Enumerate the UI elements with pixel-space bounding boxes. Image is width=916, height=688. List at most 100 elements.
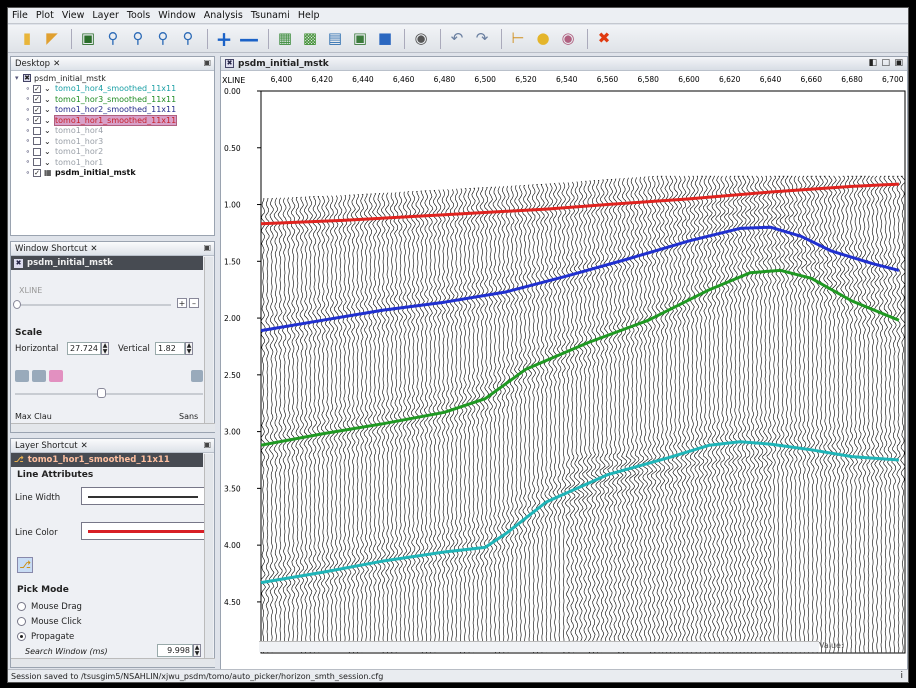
horizontal-scale-input[interactable]: 27.724	[67, 342, 101, 355]
close-icon[interactable]: ✖	[597, 29, 611, 47]
layer-tree-item[interactable]: ⚬ ✓ ⌄ tomo1_hor3_smoothed_11x11	[15, 94, 214, 105]
horizon-line-2[interactable]	[260, 225, 900, 333]
menu-analysis[interactable]: Analysis	[203, 10, 243, 21]
horizontal-scrollbar[interactable]	[11, 423, 215, 432]
visibility-checkbox[interactable]	[33, 137, 41, 146]
settings-icon[interactable]	[191, 370, 203, 382]
redo-icon[interactable]: ↷	[475, 29, 489, 47]
vertical-spinner[interactable]: ▲ ▼	[185, 342, 193, 355]
visibility-checkbox[interactable]: ✓	[33, 95, 41, 104]
menu-tools[interactable]: Tools	[126, 10, 151, 21]
close-tab-icon[interactable]: ✕	[90, 243, 98, 254]
map-icon[interactable]: ■	[377, 29, 393, 47]
line-width-selector[interactable]	[81, 487, 207, 505]
layer-tree-item[interactable]: ⚬ ✓ ⌄ tomo1_hor1_smoothed_11x11	[15, 114, 214, 126]
vertical-scrollbar[interactable]	[204, 454, 213, 658]
expand-icon[interactable]: ⚬	[25, 168, 31, 177]
visibility-checkbox[interactable]	[33, 158, 41, 167]
open-folder-icon[interactable]: ▮	[22, 29, 32, 47]
maximize-icon[interactable]: □	[881, 58, 890, 68]
line-plot-icon[interactable]: ▤	[327, 29, 343, 47]
search-window-spinner[interactable]: ▲ ▼	[193, 644, 201, 657]
close-tab-icon[interactable]: ✕	[53, 58, 61, 69]
disc-icon[interactable]: ◉	[561, 29, 575, 47]
layer-tree-item[interactable]: ⚬ ✓ ▦ psdm_initial_mstk	[15, 168, 214, 179]
zoom-reset-icon[interactable]: ⚲	[182, 29, 194, 47]
image-icon[interactable]: ▣	[352, 29, 368, 47]
expand-icon[interactable]: ⚬	[25, 116, 31, 125]
zoom-fit-icon[interactable]: ▣	[80, 29, 96, 47]
expand-icon[interactable]: ⚬	[25, 147, 31, 156]
collapse-icon[interactable]: ▾	[15, 74, 19, 83]
expand-icon[interactable]: ⚬	[25, 84, 31, 93]
expand-icon[interactable]: ⚬	[25, 137, 31, 146]
bar-chart-icon[interactable]: ▩	[302, 29, 318, 47]
picker-tool-icon[interactable]: ⎇	[17, 557, 33, 573]
menu-tsunami[interactable]: Tsunami	[250, 10, 290, 21]
slider-thumb[interactable]	[13, 300, 21, 309]
xline-increment-button[interactable]: +	[177, 298, 187, 308]
visibility-checkbox[interactable]: ✓	[33, 105, 41, 114]
menu-plot[interactable]: Plot	[35, 10, 54, 21]
menu-file[interactable]: File	[12, 10, 28, 21]
xline-decrement-button[interactable]: –	[189, 298, 199, 308]
layer-tree-item[interactable]: ⚬ ⌄ tomo1_hor1	[15, 157, 214, 168]
close-tab-icon[interactable]: ✕	[80, 440, 88, 451]
menu-help[interactable]: Help	[297, 10, 320, 21]
horizon-line-1[interactable]	[260, 182, 899, 226]
minimize-icon[interactable]: ▣	[203, 58, 211, 67]
vertical-scale-input[interactable]: 1.82	[155, 342, 185, 355]
layer-tree-item[interactable]: ⚬ ⌄ tomo1_hor3	[15, 136, 214, 147]
layer-tree-item[interactable]: ⚬ ⌄ tomo1_hor2	[15, 147, 214, 158]
open-file-icon[interactable]: ◤	[46, 29, 58, 47]
table-icon[interactable]: ▦	[277, 29, 293, 47]
picker-icon[interactable]: ⊢	[511, 29, 525, 47]
expand-icon[interactable]: ⚬	[25, 95, 31, 104]
desktop-tab[interactable]: Desktop	[15, 58, 51, 69]
mode-mouse-drag[interactable]: Mouse Drag	[11, 599, 201, 614]
horizon-line-4[interactable]	[260, 440, 900, 585]
visibility-checkbox[interactable]: ✓	[33, 168, 41, 177]
zoom-in-icon[interactable]: ⚲	[107, 29, 119, 47]
minimize-icon[interactable]: ▣	[203, 440, 211, 449]
expand-icon[interactable]: ⚬	[25, 126, 31, 135]
gain-slider[interactable]	[15, 388, 203, 398]
minimize-icon[interactable]: ▣	[203, 243, 211, 252]
horizontal-scrollbar[interactable]	[259, 641, 819, 652]
add-icon[interactable]: +	[215, 26, 233, 51]
camera-icon[interactable]: ◉	[414, 29, 428, 47]
horizontal-spinner[interactable]: ▲ ▼	[101, 342, 109, 355]
window-shortcut-tab[interactable]: Window Shortcut	[15, 243, 88, 254]
layer-shortcut-tab[interactable]: Layer Shortcut	[15, 440, 78, 451]
menu-layer[interactable]: Layer	[92, 10, 119, 21]
visibility-checkbox[interactable]	[33, 126, 41, 135]
layout-icon[interactable]	[15, 370, 29, 382]
zoom-out-icon[interactable]: ⚲	[132, 29, 144, 47]
float-icon[interactable]: ◧	[868, 58, 877, 68]
remove-icon[interactable]: —	[239, 26, 259, 51]
grid-icon[interactable]	[32, 370, 46, 382]
layer-tree-item[interactable]: ⚬ ⌄ tomo1_hor4	[15, 126, 214, 137]
mode-mouse-click[interactable]: Mouse Click	[11, 614, 201, 629]
horizon-line-3[interactable]	[260, 268, 900, 447]
expand-icon[interactable]: ⚬	[25, 158, 31, 167]
xline-slider[interactable]	[13, 300, 171, 309]
horizontal-scrollbar[interactable]	[11, 658, 215, 667]
visibility-checkbox[interactable]: ✓	[33, 116, 41, 125]
menu-window[interactable]: Window	[158, 10, 196, 21]
tree-root[interactable]: ▾ ✖ psdm_initial_mstk	[15, 73, 214, 84]
menu-view[interactable]: View	[61, 10, 85, 21]
visibility-checkbox[interactable]	[33, 147, 41, 156]
slider-thumb[interactable]	[97, 388, 106, 398]
zoom-box-icon[interactable]: ⚲	[157, 29, 169, 47]
search-window-input[interactable]: 9.998	[157, 644, 193, 657]
expand-icon[interactable]: ⚬	[25, 105, 31, 114]
mode-propagate[interactable]: Propagate	[11, 629, 201, 644]
layer-tree-item[interactable]: ⚬ ✓ ⌄ tomo1_hor4_smoothed_11x11	[15, 84, 214, 95]
palette-icon[interactable]	[49, 370, 63, 382]
vertical-scrollbar[interactable]	[204, 257, 213, 423]
layer-tree-item[interactable]: ⚬ ✓ ⌄ tomo1_hor2_smoothed_11x11	[15, 105, 214, 116]
bulb-icon[interactable]: ●	[536, 29, 550, 47]
visibility-checkbox[interactable]: ✓	[33, 84, 41, 93]
minimize-icon[interactable]: ▣	[894, 58, 903, 68]
